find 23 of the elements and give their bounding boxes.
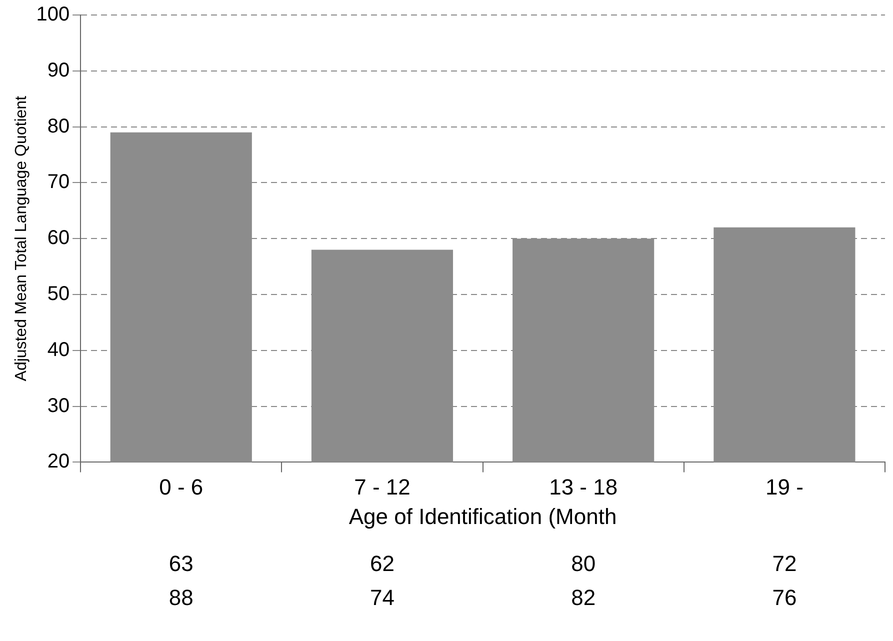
text: 74: [370, 585, 394, 610]
x-tick-label: 7 - 12: [354, 474, 410, 500]
y-tick-label: 70: [47, 171, 70, 194]
text: 62: [370, 551, 394, 576]
y-tick-label: 50: [47, 283, 70, 306]
y-tick-label: 40: [47, 338, 70, 361]
x-tick-label: 0 - 6: [159, 474, 204, 500]
y-tick-label: 80: [47, 115, 70, 138]
text: 80: [571, 551, 596, 576]
y-tick-label: 20: [47, 450, 70, 473]
y-tick-label: 90: [47, 59, 70, 82]
text: 82: [571, 585, 596, 610]
x-tick-label: 13 - 18: [549, 474, 618, 500]
x-axis-title: Age of Identification (Month: [348, 504, 617, 529]
y-tick-label: 30: [47, 394, 70, 417]
text: 63: [168, 551, 194, 576]
y-tick-label: 100: [36, 4, 70, 26]
text: 88: [168, 585, 194, 610]
x-tick-label: 19 -: [765, 474, 804, 500]
text: 72: [772, 551, 797, 576]
text: 76: [772, 585, 797, 610]
y-tick-label: 60: [47, 227, 70, 250]
y-axis-title: Adjusted Mean Total Language Quotient: [13, 95, 30, 382]
